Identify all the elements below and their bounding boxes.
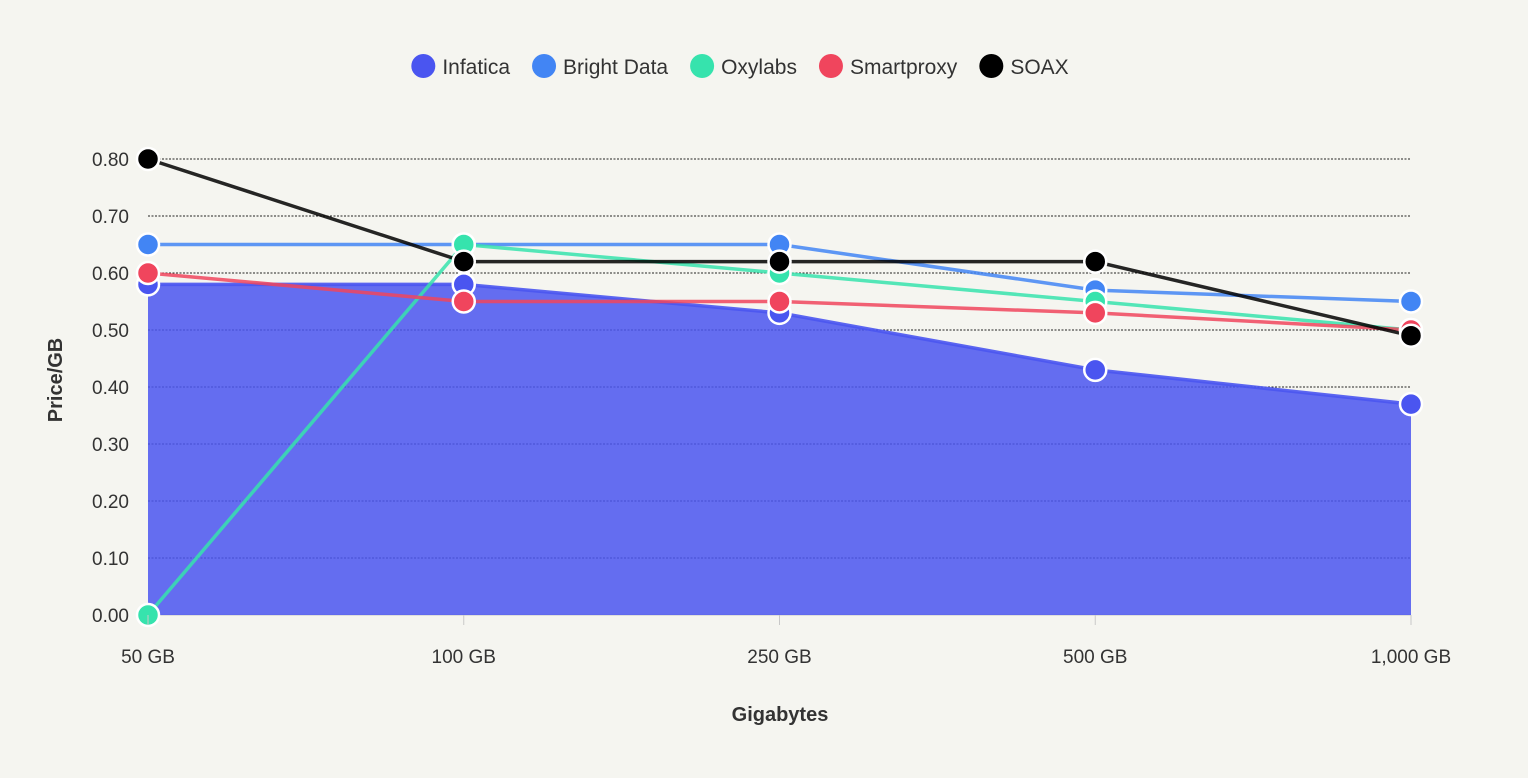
data-point-bright-data[interactable] [135,232,161,257]
data-point-smartproxy[interactable] [451,289,476,314]
data-point-soax[interactable] [767,249,792,274]
data-point-infatica[interactable] [1398,391,1424,417]
legend-label: SOAX [1010,56,1068,79]
legend-item-soax[interactable]: SOAX [979,54,1069,79]
y-tick-label: 0.80 [92,150,129,171]
x-tick-label: 100 GB [432,647,496,668]
data-point-smartproxy[interactable] [135,260,161,286]
legend: Infatica Bright Data Oxylabs Smartproxy SOAX [411,54,1069,79]
y-tick-label: 0.40 [92,378,129,399]
y-tick-label: 0.50 [92,321,129,342]
y-tick-label: 0.20 [92,492,129,513]
legend-swatch [690,54,715,78]
marker-layer [135,146,1424,628]
legend-swatch [979,54,1004,78]
legend-label: Oxylabs [721,56,797,79]
legend-label: Smartproxy [850,56,958,79]
data-point-soax[interactable] [135,146,161,172]
y-tick-label: 0.00 [92,606,129,627]
legend-item-bright-data[interactable]: Bright Data [532,54,668,79]
x-tick-label: 500 GB [1063,647,1127,668]
data-point-bright-data[interactable] [1398,289,1424,314]
data-point-smartproxy[interactable] [767,289,792,314]
series-area-infatica [148,284,1411,615]
data-point-infatica[interactable] [1083,357,1108,383]
y-axis-title: Price/GB [45,338,67,422]
x-tick-label: 50 GB [121,647,175,668]
data-point-smartproxy[interactable] [1083,300,1108,326]
y-tick-label: 0.70 [92,207,129,228]
data-point-soax[interactable] [451,249,476,274]
legend-label: Infatica [442,56,510,79]
legend-item-smartproxy[interactable]: Smartproxy [818,54,958,79]
legend-item-oxylabs[interactable]: Oxylabs [690,54,797,79]
y-tick-label: 0.10 [92,549,129,570]
y-axis-ticks: 0.00 0.10 0.20 0.30 0.40 0.50 0.60 0.70 0.80 [92,150,129,627]
x-tick-label: 1,000 GB [1371,647,1451,668]
legend-item-infatica[interactable]: Infatica [411,54,510,79]
legend-swatch [532,54,557,78]
x-axis-ticks: 50 GB 100 GB 250 GB 500 GB 1,000 GB [121,615,1451,668]
x-axis-title: Gigabytes [732,704,829,726]
y-tick-label: 0.60 [92,264,129,285]
data-point-soax[interactable] [1083,249,1108,274]
x-tick-label: 250 GB [747,647,811,668]
legend-swatch [411,54,436,78]
legend-label: Bright Data [563,56,668,79]
data-point-soax[interactable] [1398,323,1424,348]
area-layer [148,284,1411,615]
y-tick-label: 0.30 [92,435,129,456]
legend-swatch [818,54,843,78]
